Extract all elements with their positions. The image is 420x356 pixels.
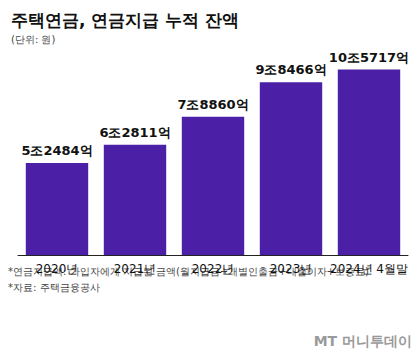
svg-text:2022년: 2022년 — [192, 262, 235, 276]
svg-text:MT 머니투데이: MT 머니투데이 — [314, 333, 412, 349]
svg-text:주택연금, 연금지급 누적 잔액: 주택연금, 연금지급 누적 잔액 — [11, 10, 239, 30]
svg-text:2024년 4월말: 2024년 4월말 — [330, 262, 408, 276]
svg-text:*자료: 주택금융공사: *자료: 주택금융공사 — [8, 282, 100, 293]
svg-text:5조2484억: 5조2484억 — [21, 143, 92, 158]
svg-text:10조5717억: 10조5717억 — [329, 50, 409, 65]
svg-text:9조8466억: 9조8466억 — [255, 62, 326, 77]
svg-text:2020년: 2020년 — [36, 262, 79, 276]
svg-text:2021년: 2021년 — [114, 262, 157, 276]
svg-text:7조8860억: 7조8860억 — [177, 97, 248, 112]
svg-text:2023년: 2023년 — [270, 262, 313, 276]
svg-text:(단위: 원): (단위: 원) — [11, 34, 55, 45]
svg-text:*연금지급액: 가입자에게 지급된 금액(월지급금+개별인출: *연금지급액: 가입자에게 지급된 금액(월지급금+개별인출금+대출이자+보증료… — [8, 265, 369, 277]
svg-text:6조2811억: 6조2811억 — [99, 125, 170, 140]
